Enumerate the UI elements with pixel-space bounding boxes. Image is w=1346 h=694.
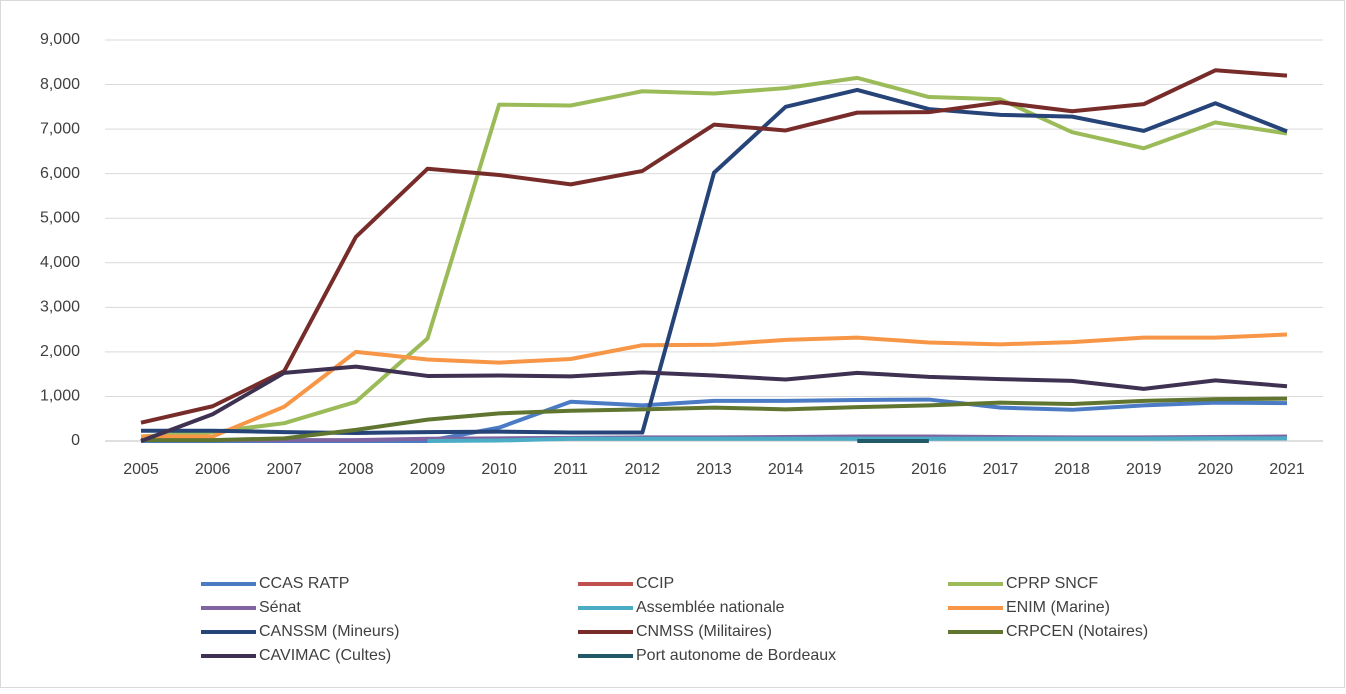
x-tick-label: 2013 [696,461,732,478]
x-tick-label: 2011 [554,461,589,478]
x-tick-label: 2020 [1198,461,1234,478]
y-tick-label: 7,000 [40,120,80,137]
x-tick-label: 2017 [983,461,1019,478]
y-tick-label: 2,000 [40,343,80,360]
y-tick-label: 0 [71,432,80,449]
series-line [140,75,1288,439]
legend-label: CCAS RATP [259,575,349,592]
x-tick-label: 2016 [911,461,947,478]
legend-label: CAVIMAC (Cultes) [259,647,391,664]
x-tick-label: 2008 [338,461,374,478]
legend-label: CCIP [636,575,674,592]
x-tick-label: 2007 [266,461,302,478]
x-tick-label: 2019 [1126,461,1162,478]
legend-label: Assemblée nationale [636,599,785,616]
legend-label: CPRP SNCF [1006,575,1098,592]
y-tick-label: 3,000 [40,299,80,316]
y-tick-label: 8,000 [40,76,80,93]
x-tick-label: 2009 [410,461,446,478]
y-tick-label: 4,000 [40,254,80,271]
x-tick-label: 2010 [481,461,517,478]
x-tick-label: 2012 [625,461,661,478]
legend-label: ENIM (Marine) [1006,599,1110,616]
x-tick-label: 2018 [1054,461,1090,478]
series-line [141,396,1288,443]
series-line [140,364,1288,443]
y-tick-label: 5,000 [40,209,80,226]
y-tick-label: 6,000 [40,165,80,182]
y-tick-label: 1,000 [40,388,80,405]
legend-label: CANSSM (Mineurs) [259,623,399,640]
y-tick-label: 9,000 [40,31,80,48]
legend-label: CNMSS (Militaires) [636,623,772,640]
x-tick-label: 2015 [839,461,875,478]
x-tick-label: 2014 [768,461,804,478]
legend-label: Port autonome de Bordeaux [636,647,836,664]
legend-label: CRPCEN (Notaires) [1006,623,1148,640]
series-line [140,68,1288,425]
series-line [427,436,1287,443]
x-tick-label: 2006 [195,461,231,478]
legend-label: Sénat [259,599,301,616]
x-tick-label: 2021 [1269,461,1305,478]
x-tick-label: 2005 [123,461,159,478]
